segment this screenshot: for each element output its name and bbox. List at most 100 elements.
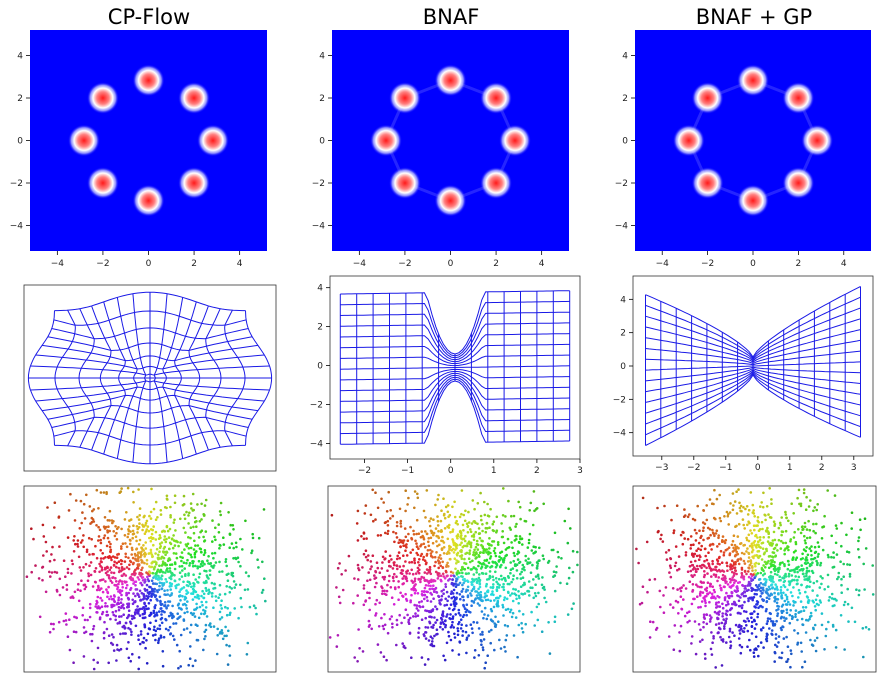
sample-point [422,590,426,593]
sample-point [514,525,517,528]
sample-point [150,579,154,582]
sample-point [384,531,387,535]
sample-point [488,526,491,529]
sample-point [835,553,839,556]
sample-point [441,621,445,624]
sample-point [461,629,465,633]
sample-point [137,612,140,615]
sample-point [126,535,129,539]
sample-point [87,536,91,540]
grid-line-horizontal [340,378,570,435]
sample-point [694,539,698,542]
sample-point [653,577,657,581]
sample-point [672,648,676,651]
sample-point [97,586,100,590]
sample-point [515,522,518,526]
sample-point [502,541,506,545]
sample-point [405,543,408,546]
sample-point [832,565,836,569]
grid-line-horizontal [340,376,570,424]
sample-point [779,588,783,592]
sample-point [777,526,781,530]
sample-point [796,570,799,574]
sample-point [454,613,458,616]
density-mode [737,64,769,97]
sample-point [368,596,371,600]
sample-point [743,527,746,530]
sample-point [139,572,143,575]
sample-point [752,655,756,658]
sample-point [127,626,130,630]
sample-point [214,538,217,542]
sample-point [713,610,717,614]
sample-point [771,555,774,558]
sample-point [552,570,556,573]
sample-point [230,587,233,590]
sample-point [746,513,750,516]
sample-point [704,604,707,608]
sample-point [451,530,454,533]
sample-point [489,586,493,589]
sample-point [356,539,360,542]
sample-point [211,540,214,543]
sample-point [805,556,808,559]
sample-point [450,596,454,600]
sample-point [729,563,732,566]
sample-point [387,579,391,583]
sample-point [425,590,428,593]
sample-point [504,638,508,642]
sample-point [777,538,781,542]
sample-point [461,583,464,587]
sample-point [515,563,519,566]
sample-point [759,546,762,549]
sample-point [749,559,753,563]
sample-point [241,548,244,551]
sample-point [120,562,123,566]
sample-point [785,635,788,639]
sample-point [711,559,714,563]
sample-point [98,606,102,610]
sample-point [178,590,181,594]
sample-point [491,590,494,593]
sample-point [767,531,770,535]
sample-point [113,534,117,538]
sample-point [682,598,685,601]
sample-point [423,571,427,574]
sample-point [165,606,168,609]
sample-point [770,593,774,596]
sample-point [494,577,498,580]
sample-point [395,524,399,528]
sample-point [415,545,419,548]
sample-point [799,531,803,535]
sample-point [109,595,113,598]
sample-point [436,515,439,518]
sample-point [763,551,766,554]
sample-point [707,551,710,554]
sample-point [729,581,732,584]
sample-point [718,584,722,587]
sample-point [153,587,156,591]
sample-point [711,531,715,535]
sample-point [835,599,838,602]
sample-point [243,588,247,592]
sample-point [402,644,406,648]
sample-point [72,630,76,633]
sample-point [262,508,266,511]
sample-point [140,550,143,554]
sample-point [198,572,202,576]
sample-point [492,549,496,553]
sample-point [72,596,75,600]
sample-point [136,553,139,557]
sample-point [773,599,776,603]
sample-point [103,516,107,519]
sample-point [178,571,182,574]
sample-point [518,609,521,613]
sample-point [811,589,814,592]
sample-point [415,532,418,536]
sample-point [785,516,788,520]
sample-point [143,561,146,565]
sample-point [373,585,377,589]
sample-point [460,575,463,578]
sample-point [132,490,135,494]
